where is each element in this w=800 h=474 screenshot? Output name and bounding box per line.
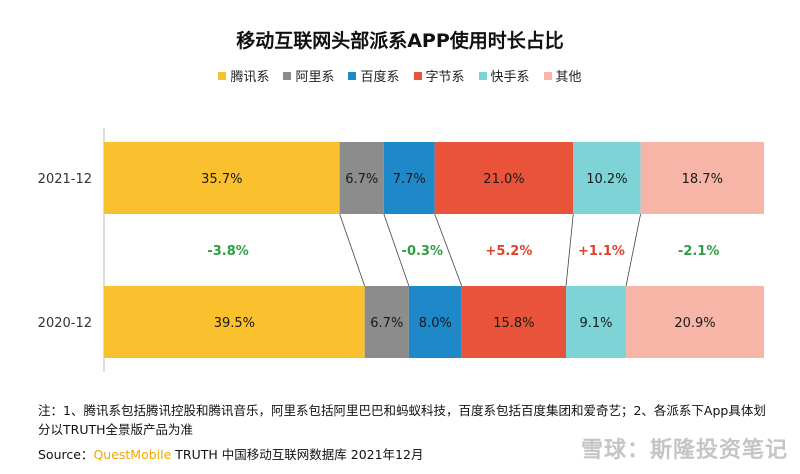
change-label-3: +5.2% [485, 244, 532, 259]
connector-line-3 [434, 213, 463, 287]
connector-line-5 [625, 213, 641, 287]
bar-1-5 [626, 286, 764, 358]
watermark: 雪球：斯隆投资笔记 [580, 438, 788, 463]
bar-1-2 [408, 286, 462, 358]
legend-label-1: 阿里系 [295, 70, 335, 85]
source-brand: QuestMobile [93, 447, 172, 462]
bar-label-0-3: 21.0% [483, 172, 524, 187]
chart-legend: 腾讯系 阿里系 百度系 字节系 快手系 其他 [0, 66, 800, 85]
bar-1-3 [461, 286, 566, 358]
legend-item-0: 腾讯系 [218, 66, 269, 85]
bar-0-0 [104, 142, 340, 214]
change-label-0: -3.8% [207, 244, 248, 259]
change-label-4: +1.1% [578, 244, 625, 259]
chart-title: 移动互联网头部派系APP使用时长占比 [236, 30, 564, 52]
connector-line-4 [565, 213, 574, 287]
legend-item-1: 阿里系 [283, 66, 334, 85]
bar-0-3 [434, 142, 574, 214]
bar-label-1-3: 15.8% [493, 316, 534, 331]
category-label-1: 2020-12 [38, 316, 92, 331]
bar-1-1 [364, 286, 409, 358]
legend-swatch-2 [348, 71, 357, 80]
bar-label-0-1: 6.7% [345, 172, 378, 187]
bar-0-1 [339, 142, 384, 214]
bar-label-0-2: 7.7% [393, 172, 426, 187]
bar-label-1-0: 39.5% [214, 316, 255, 331]
bar-label-0-0: 35.7% [201, 172, 242, 187]
legend-item-5: 其他 [543, 66, 582, 85]
legend-swatch-4 [478, 71, 487, 80]
legend-label-3: 字节系 [425, 70, 465, 85]
footnote: 注：1、腾讯系包括腾讯控股和腾讯音乐，阿里系包括阿里巴巴和蚂蚁科技，百度系包括百… [38, 403, 766, 437]
legend-swatch-3 [413, 71, 422, 80]
bar-label-0-4: 10.2% [586, 172, 627, 187]
legend-swatch-0 [218, 71, 227, 80]
legend-swatch-5 [543, 71, 552, 80]
legend-label-2: 百度系 [360, 70, 400, 85]
change-label-5: -2.1% [678, 244, 719, 259]
legend-item-3: 字节系 [413, 66, 465, 85]
legend-swatch-1 [283, 71, 292, 80]
bar-label-1-5: 20.9% [674, 316, 715, 331]
legend-label-0: 腾讯系 [230, 70, 270, 85]
legend-item-2: 百度系 [348, 66, 400, 85]
legend-label-4: 快手系 [490, 70, 530, 85]
bar-0-4 [573, 142, 641, 214]
bar-label-1-4: 9.1% [580, 316, 613, 331]
source-rest: TRUTH 中国移动互联网数据库 2021年12月 [171, 447, 424, 462]
bar-0-2 [383, 142, 435, 214]
bar-label-1-2: 8.0% [419, 316, 452, 331]
bar-label-1-1: 6.7% [370, 316, 403, 331]
source-prefix: Source： [38, 447, 94, 462]
change-label-2: -0.3% [402, 244, 443, 259]
bar-0-5 [640, 142, 764, 214]
connector-line-1 [339, 213, 366, 287]
bar-1-0 [104, 286, 365, 358]
legend-item-4: 快手系 [478, 66, 530, 85]
bar-label-0-5: 18.7% [682, 172, 723, 187]
legend-label-5: 其他 [555, 70, 582, 85]
source-line: Source：QuestMobile TRUTH 中国移动互联网数据库 2021… [38, 444, 423, 463]
category-label-0: 2021-12 [38, 172, 92, 187]
connector-line-2 [383, 213, 410, 287]
bar-1-4 [566, 286, 627, 358]
